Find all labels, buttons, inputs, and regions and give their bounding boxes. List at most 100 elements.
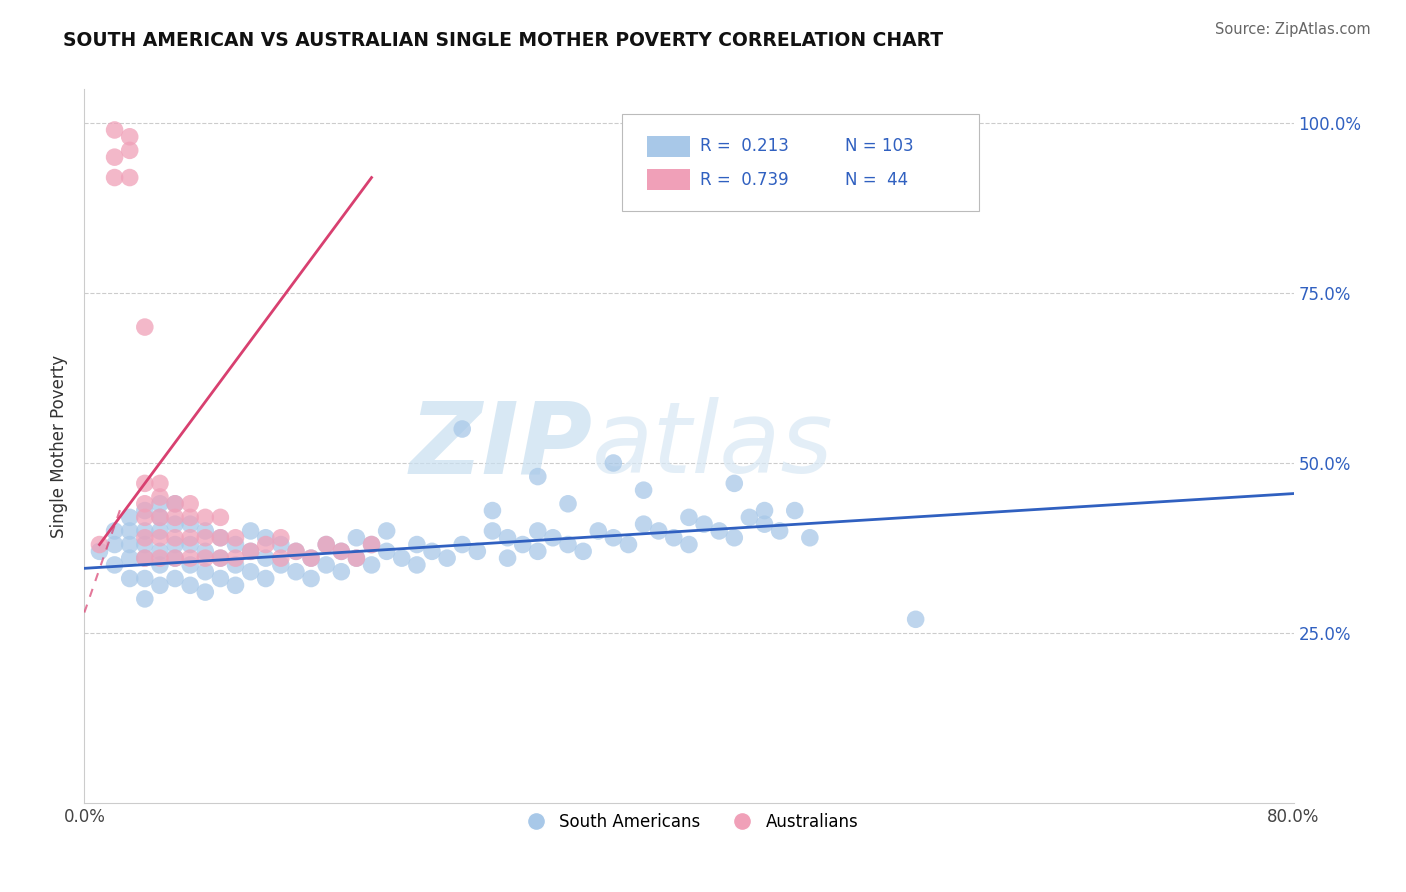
Point: [346, 551, 368, 566]
Point: [225, 551, 247, 566]
Point: [572, 544, 595, 558]
Point: [209, 531, 232, 545]
Point: [134, 476, 156, 491]
Point: [134, 551, 156, 566]
Point: [239, 544, 262, 558]
Point: [194, 551, 217, 566]
Point: [209, 551, 232, 566]
Point: [118, 572, 141, 586]
Point: [270, 558, 292, 572]
Point: [678, 537, 700, 551]
Point: [225, 558, 247, 572]
Point: [104, 537, 127, 551]
Text: R =  0.739: R = 0.739: [700, 171, 789, 189]
Point: [299, 551, 322, 566]
Point: [194, 510, 217, 524]
Point: [225, 531, 247, 545]
Point: [165, 572, 187, 586]
Point: [436, 551, 458, 566]
Point: [134, 510, 156, 524]
Point: [134, 497, 156, 511]
Point: [315, 537, 337, 551]
Point: [165, 497, 187, 511]
Point: [89, 544, 111, 558]
Point: [104, 150, 127, 164]
Point: [118, 510, 141, 524]
Point: [557, 537, 579, 551]
Text: atlas: atlas: [592, 398, 834, 494]
Point: [239, 565, 262, 579]
Point: [104, 123, 127, 137]
Point: [709, 524, 731, 538]
Point: [406, 558, 429, 572]
Point: [602, 456, 624, 470]
Point: [149, 490, 172, 504]
Point: [330, 565, 353, 579]
Text: R =  0.213: R = 0.213: [700, 137, 789, 155]
Point: [633, 483, 655, 498]
Point: [194, 565, 217, 579]
Point: [633, 517, 655, 532]
Point: [209, 551, 232, 566]
Text: ZIP: ZIP: [409, 398, 592, 494]
Point: [239, 544, 262, 558]
Point: [149, 510, 172, 524]
Text: SOUTH AMERICAN VS AUSTRALIAN SINGLE MOTHER POVERTY CORRELATION CHART: SOUTH AMERICAN VS AUSTRALIAN SINGLE MOTH…: [63, 31, 943, 50]
Point: [165, 510, 187, 524]
Point: [346, 551, 368, 566]
Point: [799, 531, 821, 545]
Point: [118, 551, 141, 566]
Point: [496, 531, 519, 545]
Point: [179, 531, 201, 545]
Legend: South Americans, Australians: South Americans, Australians: [513, 806, 865, 838]
Point: [662, 531, 685, 545]
Point: [723, 476, 745, 491]
Point: [451, 537, 474, 551]
Point: [648, 524, 671, 538]
Point: [783, 503, 806, 517]
Point: [330, 544, 353, 558]
Point: [194, 531, 217, 545]
Point: [179, 510, 201, 524]
Point: [299, 551, 322, 566]
Point: [179, 497, 201, 511]
Point: [179, 578, 201, 592]
Point: [104, 558, 127, 572]
Point: [165, 551, 187, 566]
Point: [904, 612, 927, 626]
Point: [254, 572, 277, 586]
Point: [194, 544, 217, 558]
Point: [179, 537, 201, 551]
Point: [693, 517, 716, 532]
Point: [360, 537, 382, 551]
Point: [149, 558, 172, 572]
Point: [118, 170, 141, 185]
Point: [194, 585, 217, 599]
Point: [149, 497, 172, 511]
Point: [375, 544, 398, 558]
Point: [315, 558, 337, 572]
Point: [149, 551, 172, 566]
Point: [391, 551, 413, 566]
Point: [149, 524, 172, 538]
Point: [165, 497, 187, 511]
Point: [104, 170, 127, 185]
Point: [754, 517, 776, 532]
Point: [375, 524, 398, 538]
Point: [149, 476, 172, 491]
Text: Source: ZipAtlas.com: Source: ZipAtlas.com: [1215, 22, 1371, 37]
FancyBboxPatch shape: [647, 136, 690, 157]
Text: N = 103: N = 103: [845, 137, 914, 155]
Point: [315, 537, 337, 551]
Point: [723, 531, 745, 545]
Point: [254, 531, 277, 545]
Point: [179, 551, 201, 566]
Point: [285, 565, 308, 579]
Point: [179, 558, 201, 572]
Point: [134, 503, 156, 517]
Point: [481, 524, 503, 538]
Point: [285, 544, 308, 558]
Point: [754, 503, 776, 517]
Point: [360, 558, 382, 572]
Point: [346, 531, 368, 545]
